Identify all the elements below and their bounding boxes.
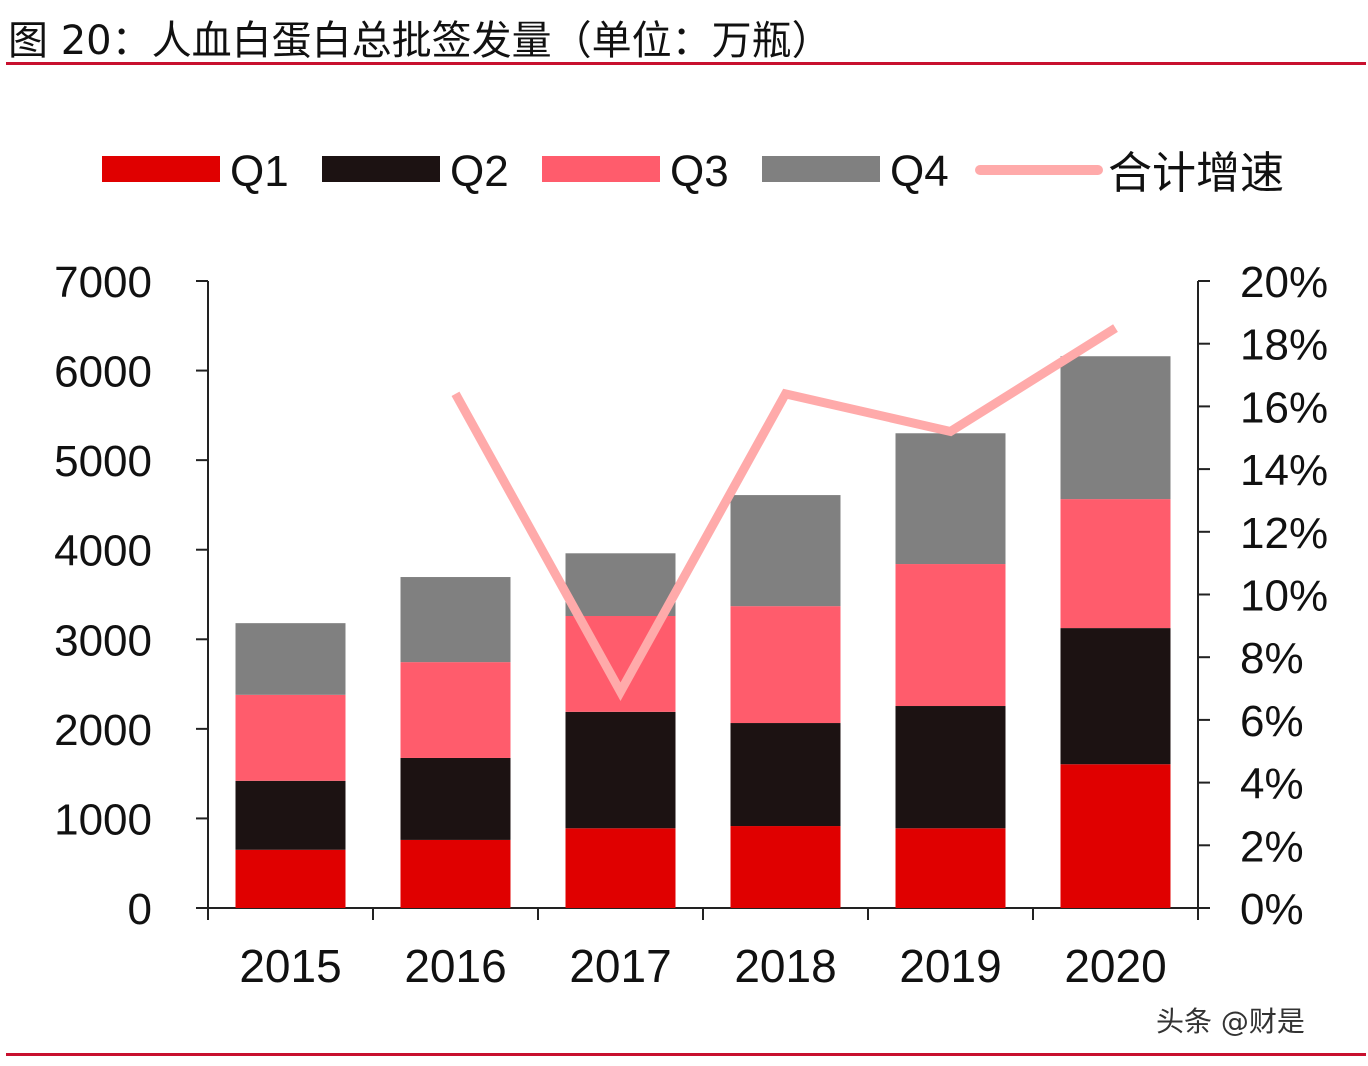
legend-swatch-q1 — [102, 156, 220, 182]
y2-tick-label: 8% — [1240, 634, 1304, 683]
bar-q1-2015 — [235, 849, 346, 908]
chart-title: 图 20：人血白蛋白总批签发量（单位：万瓶） — [8, 18, 832, 64]
legend-label-q4: Q4 — [890, 147, 949, 196]
bar-q2-2017 — [565, 711, 676, 829]
x-tick-label: 2018 — [734, 940, 836, 992]
x-tick-label: 2016 — [404, 940, 506, 992]
bar-q1-2017 — [565, 828, 676, 908]
bar-q1-2020 — [1060, 764, 1171, 908]
bar-q4-2020 — [1060, 356, 1171, 500]
legend-label-q1: Q1 — [230, 147, 289, 196]
bottom-rule — [6, 1053, 1366, 1056]
bar-q1-2016 — [400, 839, 511, 908]
bar-q3-2019 — [895, 564, 1006, 707]
y-tick-label: 6000 — [54, 348, 152, 397]
y2-tick-label: 10% — [1240, 572, 1328, 621]
y2-tick-label: 18% — [1240, 321, 1328, 370]
legend-swatch-q3 — [542, 156, 660, 182]
y-tick-label: 3000 — [54, 616, 152, 665]
x-tick-label: 2020 — [1064, 940, 1166, 992]
legend-swatch-q4 — [762, 156, 880, 182]
bar-q4-2018 — [730, 495, 841, 607]
x-tick-label: 2019 — [899, 940, 1001, 992]
watermark: 头条 @财是 — [1156, 1005, 1305, 1038]
bar-q2-2018 — [730, 723, 841, 827]
bar-q4-2016 — [400, 577, 511, 663]
y-tick-label: 5000 — [54, 437, 152, 486]
y2-tick-label: 12% — [1240, 509, 1328, 558]
legend-label-growth: 合计增速 — [1108, 148, 1284, 199]
bar-q2-2015 — [235, 780, 346, 850]
y2-tick-label: 20% — [1240, 258, 1328, 307]
y-tick-label: 1000 — [54, 795, 152, 844]
top-rule — [6, 62, 1366, 65]
bar-q4-2015 — [235, 623, 346, 695]
bar-q2-2019 — [895, 706, 1006, 829]
bar-q2-2016 — [400, 757, 511, 840]
y-tick-label: 7000 — [54, 258, 152, 307]
y2-tick-label: 0% — [1240, 885, 1304, 934]
y-tick-label: 2000 — [54, 706, 152, 755]
legend-label-q3: Q3 — [670, 147, 729, 196]
y2-tick-label: 2% — [1240, 822, 1304, 871]
y2-tick-label: 14% — [1240, 446, 1328, 495]
y2-tick-label: 16% — [1240, 383, 1328, 432]
bar-q1-2019 — [895, 828, 1006, 908]
y-tick-label: 0 — [128, 885, 152, 934]
y2-tick-label: 6% — [1240, 697, 1304, 746]
bar-q1-2018 — [730, 826, 841, 908]
legend-label-q2: Q2 — [450, 147, 509, 196]
y2-tick-label: 4% — [1240, 760, 1304, 809]
bar-q4-2017 — [565, 553, 676, 616]
bar-q4-2019 — [895, 433, 1006, 565]
bar-q2-2020 — [1060, 628, 1171, 765]
bar-q3-2020 — [1060, 499, 1171, 629]
legend-swatch-q2 — [322, 156, 440, 182]
bar-q3-2015 — [235, 694, 346, 781]
x-tick-label: 2015 — [239, 940, 341, 992]
bar-q3-2018 — [730, 606, 841, 724]
y-tick-label: 4000 — [54, 527, 152, 576]
x-tick-label: 2017 — [569, 940, 671, 992]
bar-q3-2016 — [400, 662, 511, 758]
